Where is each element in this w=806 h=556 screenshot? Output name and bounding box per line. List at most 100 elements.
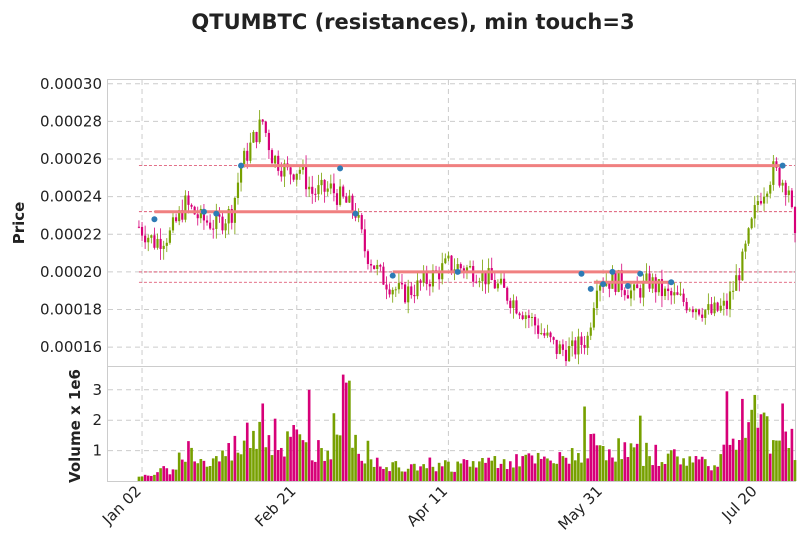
touch-marker xyxy=(238,162,245,169)
volume-bar xyxy=(679,464,682,481)
candle-body xyxy=(753,205,756,219)
volume-bar xyxy=(583,406,586,481)
candle-body xyxy=(465,267,469,273)
volume-bar xyxy=(645,442,648,481)
candle-body xyxy=(252,131,255,143)
candle-body xyxy=(713,302,716,314)
price-tick-label: 0.00020 xyxy=(40,263,102,281)
volume-bar xyxy=(230,460,234,481)
volume-bar xyxy=(199,458,203,481)
candle-body xyxy=(468,266,472,268)
volume-bar xyxy=(351,447,354,481)
volume-bar xyxy=(654,444,658,481)
volume-bar xyxy=(332,413,336,481)
volume-bar xyxy=(156,472,159,481)
volume-bar xyxy=(372,466,376,481)
candle-body xyxy=(660,279,664,297)
candle-body xyxy=(289,167,292,175)
candle-body xyxy=(574,340,577,355)
volume-bar xyxy=(546,458,549,481)
candle-body xyxy=(425,272,428,284)
candle-body xyxy=(221,216,224,231)
candle-body xyxy=(332,183,335,194)
candle-body xyxy=(400,283,404,285)
candle-body xyxy=(580,336,583,345)
volume-bar xyxy=(307,389,311,481)
candle-body xyxy=(320,179,323,186)
volume-bar xyxy=(747,422,750,481)
touch-marker xyxy=(151,216,158,223)
candle-body xyxy=(363,229,366,252)
candle-body xyxy=(153,235,156,248)
volume-bar xyxy=(688,456,692,481)
volume-bar xyxy=(323,460,326,481)
volume-bar xyxy=(341,374,345,481)
volume-bar xyxy=(413,463,416,481)
volume-bar xyxy=(165,468,169,481)
volume-bar xyxy=(310,460,314,481)
volume-bar xyxy=(224,456,227,481)
volume-bar xyxy=(314,461,317,481)
volume-bar xyxy=(227,443,231,481)
candle-body xyxy=(663,288,667,297)
volume-bar xyxy=(286,431,289,481)
candle-body xyxy=(342,186,345,197)
candle-body xyxy=(379,264,382,267)
candle-body xyxy=(716,302,719,311)
volume-bar xyxy=(768,453,772,481)
candle-body xyxy=(521,315,524,320)
volume-bar xyxy=(357,453,360,481)
candle-body xyxy=(732,290,735,292)
volume-bar xyxy=(707,466,710,481)
volume-bar xyxy=(273,418,277,481)
chart-title: QTUMBTC (resistances), min touch=3 xyxy=(191,10,634,34)
candle-body xyxy=(759,201,763,204)
volume-bar xyxy=(193,461,196,481)
volume-bar xyxy=(719,454,723,481)
volume-bar xyxy=(611,457,614,481)
candle-body xyxy=(704,310,707,318)
candle-body xyxy=(224,223,227,231)
volume-tick-label: 3 xyxy=(92,381,102,399)
candle-body xyxy=(438,270,441,280)
candle-body xyxy=(512,300,515,309)
candle-body xyxy=(388,289,391,295)
price-tick-label: 0.00026 xyxy=(40,150,102,168)
volume-bar xyxy=(539,458,543,481)
volume-bar xyxy=(375,457,379,481)
touch-marker xyxy=(668,279,675,286)
candle-body xyxy=(558,344,561,354)
candle-body xyxy=(329,183,332,189)
touch-marker xyxy=(200,208,207,215)
candle-body xyxy=(481,270,484,282)
candle-body xyxy=(744,243,747,252)
volume-bar xyxy=(261,403,265,481)
volume-bar xyxy=(564,457,568,481)
volume-bar xyxy=(765,416,769,481)
candle-body xyxy=(673,292,676,296)
candle-body xyxy=(750,218,753,229)
volume-bar xyxy=(759,414,763,481)
volume-bar xyxy=(744,437,747,481)
candle-body xyxy=(366,251,370,264)
candle-body xyxy=(422,272,425,283)
volume-bar xyxy=(221,450,224,481)
volume-bar xyxy=(150,475,153,481)
candle-body xyxy=(283,163,286,177)
candle-body xyxy=(348,195,351,203)
candle-body xyxy=(373,265,376,269)
volume-bar xyxy=(177,452,181,481)
candle-body xyxy=(533,316,537,326)
candle-body xyxy=(639,288,642,298)
candle-body xyxy=(484,270,487,285)
candle-body xyxy=(564,349,568,362)
candle-body xyxy=(685,301,688,311)
volume-bar xyxy=(734,449,738,481)
volume-bar xyxy=(391,462,395,481)
volume-bar xyxy=(344,382,348,481)
candle-body xyxy=(410,286,413,296)
candle-body xyxy=(190,204,193,207)
volume-bar xyxy=(394,461,398,481)
candle-body xyxy=(453,269,456,271)
